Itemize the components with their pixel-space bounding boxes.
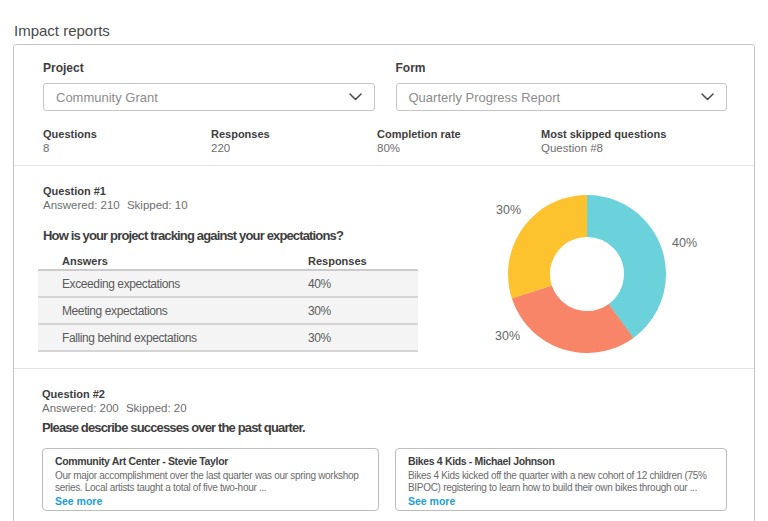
question-2-title: Question #2 [42, 388, 727, 400]
form-field: Form Quarterly Progress Report [396, 61, 728, 111]
form-select-value: Quarterly Progress Report [409, 90, 561, 105]
responses-row: Community Art Center - Stevie Taylor Our… [42, 448, 727, 511]
page-title: Impact reports [14, 22, 110, 39]
project-select-value: Community Grant [56, 90, 158, 105]
table-row: Falling behind expectations 30% [38, 325, 418, 352]
question-2-prompt: Please describe successes over the past … [42, 420, 727, 436]
chart-label-30-bottom: 30% [495, 329, 520, 343]
project-label: Project [43, 61, 375, 75]
response-body: Our major accomplishment over the last q… [55, 470, 366, 493]
form-label: Form [396, 61, 728, 75]
chevron-down-icon [701, 93, 714, 101]
report-card: Project Community Grant Form Quarterly P… [13, 44, 755, 521]
answered-count: Answered: 200 [42, 402, 119, 414]
stats-row: Questions 8 Responses 220 Completion rat… [43, 128, 727, 154]
chart-label-40: 40% [672, 236, 697, 250]
response-card: Community Art Center - Stevie Taylor Our… [42, 448, 379, 511]
answers-table: Answers Responses Exceeding expectations… [38, 255, 418, 352]
project-field: Project Community Grant [43, 61, 375, 111]
chart-label-30-top: 30% [496, 203, 521, 217]
stat-responses: Responses 220 [211, 128, 377, 154]
filters-section: Project Community Grant Form Quarterly P… [14, 45, 754, 165]
stat-questions: Questions 8 [43, 128, 211, 154]
stat-completion-rate: Completion rate 80% [377, 128, 541, 154]
table-row: Meeting expectations 30% [38, 298, 418, 325]
skipped-count: Skipped: 10 [127, 199, 188, 211]
see-more-link[interactable]: See more [408, 495, 714, 507]
see-more-link[interactable]: See more [55, 495, 366, 507]
form-select[interactable]: Quarterly Progress Report [396, 83, 728, 111]
response-body: Bikes 4 Kids kicked off the quarter with… [408, 470, 714, 493]
response-title: Community Art Center - Stevie Taylor [55, 455, 366, 467]
stat-most-skipped: Most skipped questions Question #8 [541, 128, 727, 154]
chevron-down-icon [349, 93, 362, 101]
header-answers: Answers [62, 255, 308, 268]
project-select[interactable]: Community Grant [43, 83, 375, 111]
header-responses: Responses [308, 255, 418, 268]
table-row: Exceeding expectations 40% [38, 271, 418, 298]
question-2-section: Question #2 Answered: 200 Skipped: 20 Pl… [14, 368, 754, 511]
answered-count: Answered: 210 [43, 199, 120, 211]
response-title: Bikes 4 Kids - Michael Johnson [408, 455, 714, 467]
response-card: Bikes 4 Kids - Michael Johnson Bikes 4 K… [395, 448, 727, 511]
question-1-section: Question #1 Answered: 210 Skipped: 10 Ho… [14, 165, 754, 368]
question-2-meta: Answered: 200 Skipped: 20 [42, 402, 727, 415]
donut-chart [508, 195, 666, 353]
answers-table-header: Answers Responses [38, 255, 418, 271]
skipped-count: Skipped: 20 [126, 402, 187, 414]
